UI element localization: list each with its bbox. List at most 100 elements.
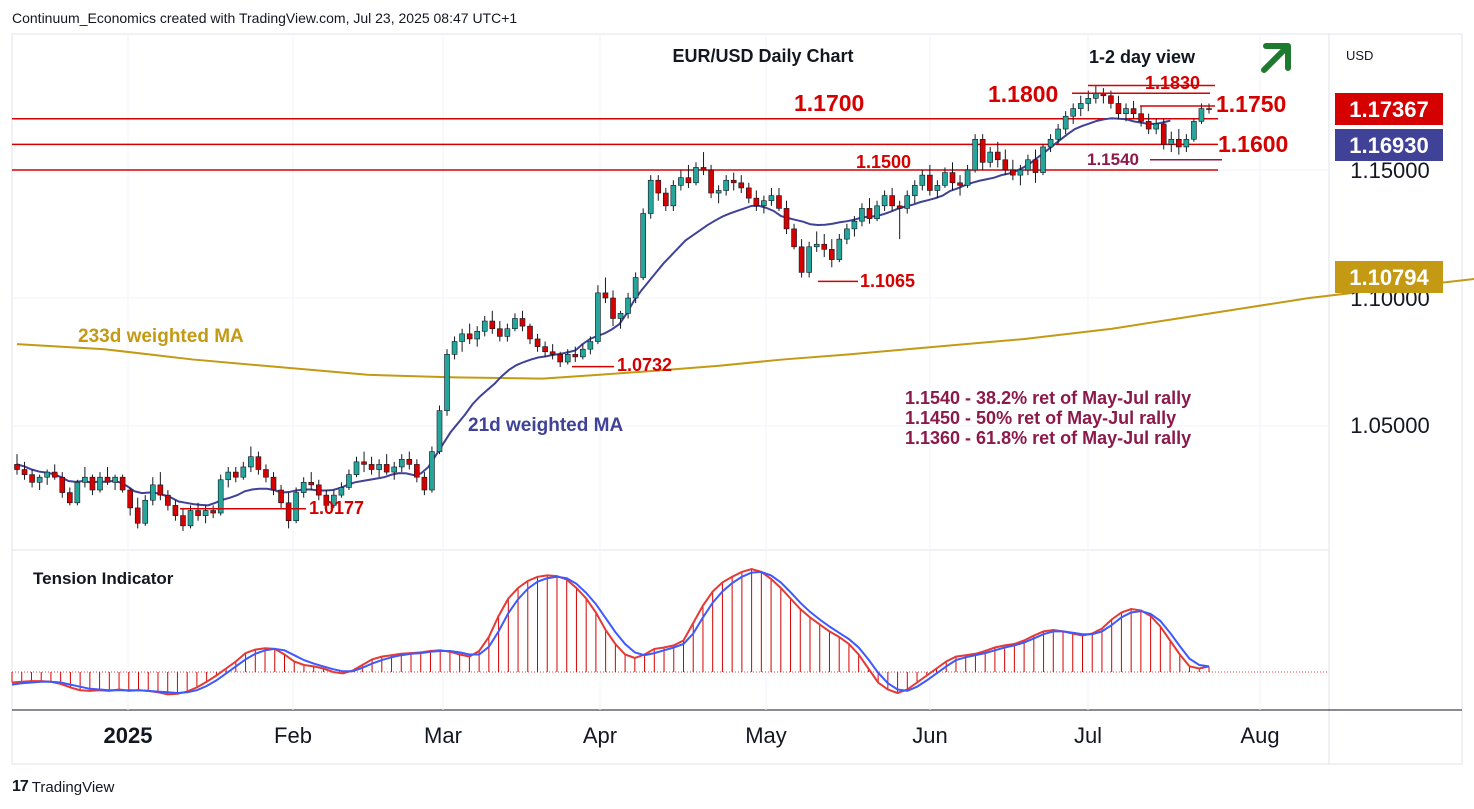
candle (255, 451, 262, 475)
candle-body (745, 187, 752, 199)
candle-body (994, 151, 1001, 161)
ma21-line (16, 117, 1171, 507)
candle (1093, 85, 1099, 104)
candle (1191, 118, 1197, 142)
candle-body (187, 510, 194, 527)
candle (761, 195, 767, 214)
candle (82, 466, 88, 488)
candle (240, 461, 247, 480)
candle-body (851, 220, 858, 230)
candle-body (14, 464, 20, 470)
candle-body (896, 205, 903, 209)
annotation-1-1800: 1.1800 (988, 81, 1058, 107)
candle-body (421, 476, 428, 491)
candle (165, 490, 171, 511)
candle-body (647, 179, 654, 214)
candle-body (723, 179, 729, 191)
annotation-1-1830: 1.1830 (1145, 73, 1200, 93)
candle-body (436, 410, 443, 452)
candle (753, 190, 760, 211)
candle-body (67, 492, 73, 504)
candle (844, 223, 850, 245)
candle (36, 474, 43, 490)
candle (919, 170, 926, 191)
candle (1055, 123, 1061, 145)
candle (338, 482, 345, 498)
candle (112, 474, 118, 490)
candle-body (542, 346, 548, 353)
candle-body (1183, 138, 1190, 148)
candle-body (406, 458, 413, 465)
candle-body (572, 354, 579, 358)
candle-body (964, 169, 971, 186)
candle (685, 164, 692, 188)
candle (157, 472, 164, 501)
candle-body (157, 484, 164, 496)
candle-body (202, 510, 209, 516)
candle (414, 459, 420, 483)
candle (89, 474, 96, 496)
candle-body (1093, 92, 1099, 99)
candle-body (791, 228, 797, 248)
candle-body (293, 492, 299, 522)
candle-body (904, 195, 911, 209)
ma233-layer (16, 277, 1474, 380)
candle-body (429, 451, 435, 491)
x-tick-2025: 2025 (104, 723, 153, 748)
candle (323, 490, 330, 511)
candle (595, 285, 601, 345)
candle-body (730, 179, 737, 184)
tension-signal-line (11, 570, 1210, 695)
candle-body (248, 456, 254, 468)
candle-body (1160, 123, 1167, 145)
candle-body (210, 510, 216, 514)
candle (851, 216, 858, 237)
candle (74, 479, 81, 506)
candle-body (263, 469, 269, 478)
annotation-1-1540: 1.1540 (1087, 150, 1139, 169)
candle (791, 223, 797, 250)
candle (1070, 103, 1077, 124)
candle-body (957, 182, 963, 186)
candle (1062, 111, 1069, 135)
candle-body (1025, 159, 1031, 171)
candle-body (836, 238, 843, 260)
candle (949, 162, 956, 191)
candle-body (972, 138, 978, 171)
candle-body (979, 138, 986, 163)
candle-body (738, 182, 745, 189)
candle-body (142, 499, 149, 524)
candle (663, 187, 669, 211)
candle (263, 464, 269, 483)
candle-body (361, 461, 367, 465)
candle-body (489, 320, 496, 330)
candle (149, 477, 156, 506)
candle (723, 175, 729, 196)
candle (142, 495, 149, 526)
candle-body (617, 313, 624, 319)
candle (610, 290, 616, 327)
ma21-label: 21d weighted MA (468, 415, 623, 436)
candle (602, 277, 609, 304)
candle (934, 180, 941, 199)
candle-body (51, 471, 58, 478)
candle (300, 477, 307, 498)
candle-body (602, 292, 609, 299)
candle-body (36, 476, 43, 483)
candle (293, 487, 299, 524)
candles (14, 85, 1212, 531)
candle (21, 461, 28, 480)
candle (331, 490, 337, 508)
candle-body (255, 456, 262, 470)
candle-body (625, 297, 631, 314)
x-tick-apr: Apr (583, 723, 617, 748)
y-tick-1-05000: 1.05000 (1350, 413, 1430, 438)
candle-body (112, 476, 118, 483)
price-tag-last-bg (1335, 93, 1443, 125)
candle-body (225, 471, 232, 481)
ma233-line (16, 277, 1474, 380)
candle-body (512, 318, 518, 330)
candle-body (1085, 98, 1092, 104)
candle (542, 341, 548, 357)
